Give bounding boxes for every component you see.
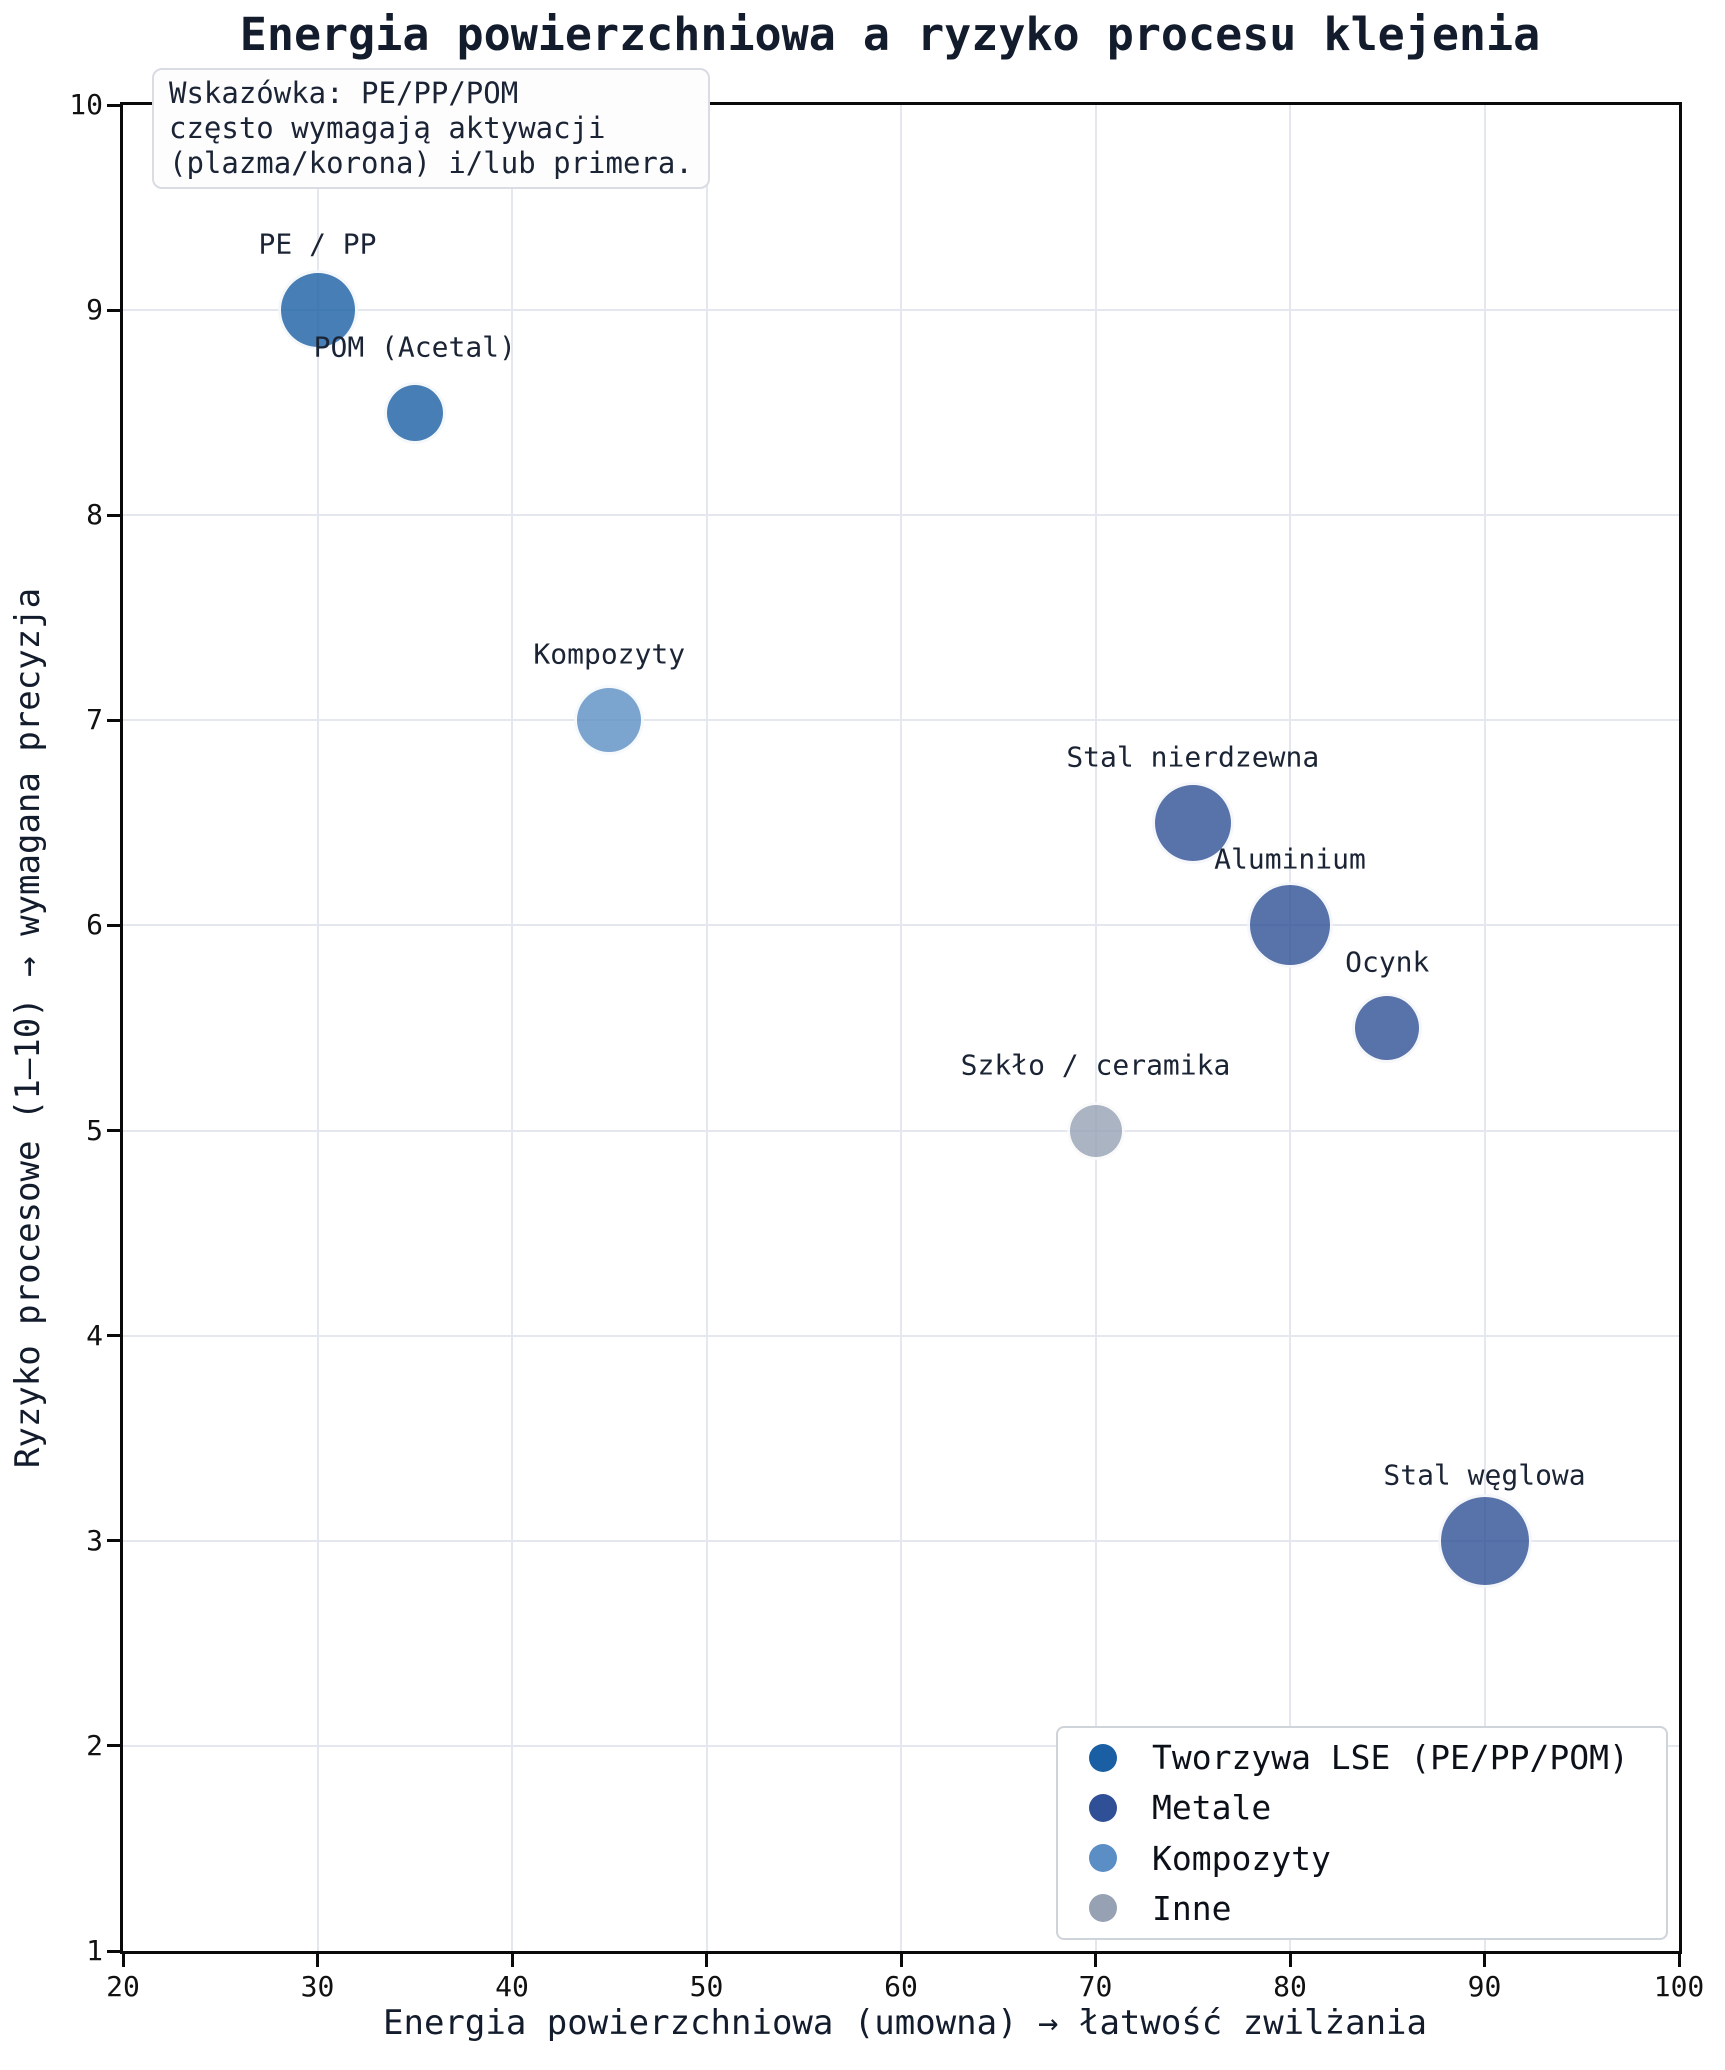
y-tick-4 — [107, 1334, 120, 1338]
gridline-y-7 — [123, 719, 1679, 722]
y-axis-label: Ryzyko procesowe (1–10) → wymagana precy… — [8, 587, 48, 1469]
bubble-stal-w-glowa — [1437, 1493, 1532, 1588]
point-label-szk-o-ceramika: Szkło / ceramika — [960, 1048, 1231, 1082]
legend-dot-metale — [1089, 1793, 1117, 1822]
legend: Tworzywa LSE (PE/PP/POM) Metale Kompozyty I… — [1056, 1726, 1668, 1940]
plot-area: PE / PP POM (Acetal) Kompozyty Stal nierdze… — [120, 102, 1682, 1954]
y-tick-2 — [107, 1744, 120, 1748]
y-tick-label-2: 2 — [86, 1728, 103, 1762]
x-tick-70 — [1094, 1954, 1097, 1967]
legend-dot-inne — [1089, 1894, 1117, 1923]
legend-row-lse: Tworzywa LSE (PE/PP/POM) — [1058, 1733, 1666, 1782]
x-tick-60 — [899, 1954, 903, 1967]
y-tick-label-9: 9 — [86, 293, 103, 327]
legend-row-metale: Metale — [1058, 1783, 1666, 1832]
legend-label-metale: Metale — [1152, 1788, 1272, 1828]
y-tick-5 — [107, 1129, 120, 1133]
y-tick-10 — [107, 103, 120, 107]
x-tick-label-20: 20 — [106, 1970, 140, 2003]
legend-label-inne: Inne — [1152, 1888, 1232, 1928]
x-tick-label-40: 40 — [495, 1970, 529, 2003]
legend-row-kompozyty: Kompozyty — [1058, 1834, 1666, 1883]
x-tick-label-70: 70 — [1078, 1970, 1113, 2003]
gridline-y-4 — [123, 1334, 1679, 1337]
x-tick-30 — [316, 1954, 319, 1967]
gridline-y-8 — [123, 514, 1679, 517]
bubble-ocynk — [1352, 993, 1423, 1063]
gridline-x-80 — [1289, 105, 1291, 1951]
gridline-x-70 — [1094, 105, 1097, 1951]
x-tick-100 — [1677, 1954, 1681, 1967]
y-tick-1 — [107, 1949, 120, 1953]
x-tick-90 — [1483, 1954, 1486, 1967]
gridline-y-6 — [123, 924, 1679, 927]
point-label-ocynk: Ocynk — [1345, 945, 1430, 979]
x-tick-80 — [1288, 1954, 1292, 1967]
y-tick-7 — [107, 718, 120, 722]
gridline-x-60 — [900, 105, 902, 1951]
point-label-kompozyty: Kompozyty — [533, 637, 686, 671]
point-label-stal-w-glowa: Stal węglowa — [1383, 1458, 1586, 1492]
x-tick-label-100: 100 — [1653, 1970, 1705, 2003]
annotation-box: Wskazówka: PE/PP/POM często wymagają akt… — [152, 68, 710, 189]
gridline-y-3 — [123, 1539, 1679, 1542]
point-label-stal-nierdzewna: Stal nierdzewna — [1066, 740, 1320, 774]
gridline-y-2 — [123, 1744, 1679, 1747]
x-tick-50 — [705, 1954, 708, 1967]
x-tick-label-80: 80 — [1273, 1970, 1307, 2003]
x-axis-label: Energia powierzchniowa (umowna) → łatwoś… — [383, 2003, 1427, 2043]
legend-label-kompozyty: Kompozyty — [1152, 1838, 1331, 1878]
y-tick-label-7: 7 — [86, 703, 103, 737]
gridline-x-30 — [316, 105, 319, 1951]
y-tick-3 — [107, 1539, 120, 1543]
annotation-line-1: Wskazówka: PE/PP/POM — [169, 76, 519, 110]
gridline-y-5 — [123, 1129, 1679, 1132]
x-tick-label-60: 60 — [884, 1970, 918, 2003]
legend-label-lse: Tworzywa LSE (PE/PP/POM) — [1152, 1738, 1629, 1778]
y-tick-label-8: 8 — [86, 498, 103, 532]
legend-row-inne: Inne — [1058, 1884, 1666, 1933]
y-tick-label-4: 4 — [86, 1318, 103, 1352]
y-tick-label-1: 1 — [86, 1934, 103, 1967]
bubble-pom-acetal — [383, 381, 446, 444]
y-tick-9 — [107, 308, 120, 312]
x-tick-40 — [510, 1954, 514, 1967]
bubble-stal-nierdzewna — [1151, 781, 1234, 864]
y-tick-6 — [107, 923, 120, 927]
point-label-pe-pp: PE / PP — [258, 227, 377, 261]
y-tick-label-3: 3 — [86, 1523, 103, 1557]
legend-dot-kompozyty — [1089, 1844, 1117, 1873]
x-tick-label-50: 50 — [689, 1970, 724, 2003]
point-label-aluminium: Aluminium — [1214, 842, 1366, 876]
y-tick-label-5: 5 — [86, 1113, 103, 1147]
annotation-line-3: (plazma/korona) i/lub primera. — [169, 146, 693, 180]
annotation-line-2: często wymagają aktywacji — [169, 111, 606, 145]
gridline-x-50 — [705, 105, 708, 1951]
bubble-kompozyty — [574, 685, 645, 756]
gridline-x-40 — [511, 105, 513, 1951]
bubble-pe-pp — [277, 270, 358, 351]
legend-dot-lse — [1089, 1743, 1117, 1772]
y-tick-label-6: 6 — [86, 908, 103, 942]
y-tick-8 — [107, 513, 120, 517]
bubble-szk-o-ceramika — [1066, 1101, 1125, 1160]
x-tick-20 — [121, 1954, 125, 1967]
bubble-aluminium — [1247, 882, 1333, 969]
chart-title: Energia powierzchniowa a ryzyko procesu … — [239, 8, 1541, 61]
point-label-pom-acetal: POM (Acetal) — [313, 330, 516, 364]
y-tick-label-10: 10 — [69, 88, 103, 121]
x-tick-label-30: 30 — [300, 1970, 335, 2003]
gridline-y-9 — [123, 309, 1679, 312]
gridline-x-90 — [1483, 105, 1486, 1951]
x-tick-label-90: 90 — [1467, 1970, 1502, 2003]
